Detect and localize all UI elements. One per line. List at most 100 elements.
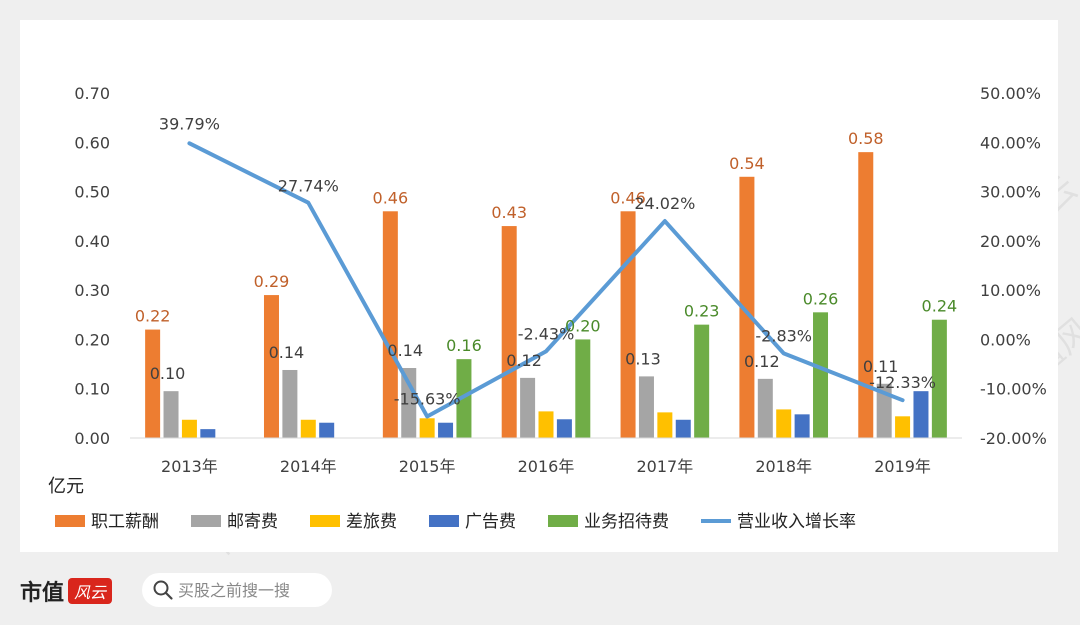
bar-2 [638,376,654,438]
legend-swatch [548,515,578,527]
y-tick-label: 0.20 [74,330,110,349]
bar-data-label: 0.16 [446,336,482,355]
legend-swatch [55,515,85,527]
y2-tick-label: -20.00% [980,429,1047,448]
bar-2 [401,368,417,438]
bar-4 [556,419,572,438]
y-tick-label: 0.70 [74,84,110,103]
y-tick-label: 0.30 [74,281,110,300]
bar-4 [675,419,691,438]
bar-1 [382,211,398,438]
bar-3 [419,418,435,438]
x-tick-label: 2014年 [280,457,337,476]
search-icon [153,580,173,600]
bar-5 [575,339,591,438]
line-data-label: 39.79% [159,114,220,133]
y2-tick-label: 20.00% [980,232,1041,251]
brand-text: 市值 [20,580,65,606]
bar-data-label: 0.29 [254,272,290,291]
bar-data-label: 0.23 [684,302,720,321]
bar-data-label: 0.43 [491,203,527,222]
bar-data-label: 0.20 [565,316,601,335]
bar-3 [300,419,316,438]
bar-1 [739,176,755,439]
bar-3 [538,411,554,438]
x-tick-label: 2013年 [161,457,218,476]
x-tick-label: 2019年 [874,457,931,476]
bar-1 [620,211,636,438]
data-labels: 0.22 0.29 0.46 0.43 0.46 0.54 0.58 0.10 0.14 0.14… [135,114,957,408]
search-box[interactable] [142,573,332,607]
bar-2 [520,377,536,438]
bar-5 [931,319,947,438]
footer: 市值 风云 [0,560,1080,620]
bar-2 [163,391,179,438]
legend-swatch [310,515,340,527]
legend-label: 业务招待费 [584,512,669,532]
bars [145,152,947,439]
legend-swatch [191,515,221,527]
chart: 0.22 0.29 0.46 0.43 0.46 0.54 0.58 0.10 0.14 0.14… [48,84,1047,532]
y2-tick-label: 50.00% [980,84,1041,103]
bar-5 [694,324,710,438]
line-data-label: -12.33% [869,373,936,392]
x-tick-label: 2018年 [755,457,812,476]
brand-logo[interactable]: 市值 风云 [20,576,113,606]
legend-label: 营业收入增长率 [737,512,856,532]
bar-4 [794,414,810,438]
bar-data-label: 0.54 [729,154,765,173]
bar-data-label: 0.12 [506,351,542,370]
bar-2 [876,383,892,438]
bar-data-label: 0.14 [387,341,423,360]
bar-data-label: 0.46 [610,188,646,207]
line-data-label: -15.63% [394,389,461,408]
legend: 职工薪酬 邮寄费 差旅费 广告费 业务招待费 营业收入增长率 [55,512,856,532]
y-tick-label: 0.60 [74,133,110,152]
axes: 0.00 0.10 0.20 0.30 0.40 0.50 0.60 0.70 -20.00% -… [48,84,1047,497]
bar-data-label: 0.46 [373,188,409,207]
line-data-label: 27.74% [278,177,339,196]
bar-1 [858,152,874,438]
bar-data-label: 0.14 [269,343,305,362]
bar-1 [263,295,279,438]
bar-3 [776,409,792,438]
x-tick-label: 2015年 [399,457,456,476]
y-tick-label: 0.10 [74,380,110,399]
legend-swatch [429,515,459,527]
growth-line [187,141,905,419]
bar-data-label: 0.10 [150,364,186,383]
y-tick-label: 0.00 [74,429,110,448]
bar-2 [282,369,298,438]
y2-tick-label: -10.00% [980,380,1047,399]
y2-tick-label: 30.00% [980,183,1041,202]
line-data-label: -2.43% [518,324,575,343]
bar-2 [757,378,773,438]
bar-data-label: 0.26 [803,289,839,308]
bar-data-label: 0.58 [848,129,884,148]
y2-tick-label: 40.00% [980,133,1041,152]
y-tick-label: 0.50 [74,183,110,202]
legend-label: 差旅费 [346,512,397,532]
bar-data-label: 0.22 [135,307,171,326]
bar-4 [438,422,454,438]
search-input[interactable] [178,580,328,600]
bar-3 [895,416,911,438]
bar-1 [501,226,517,438]
bar-4 [319,422,335,438]
y2-tick-label: 10.00% [980,281,1041,300]
bar-3 [657,412,673,438]
legend-label: 职工薪酬 [91,512,159,532]
bar-data-label: 0.24 [922,297,958,316]
bar-1 [145,329,161,438]
bar-data-label: 0.11 [863,357,899,376]
bar-4 [200,429,216,438]
y-tick-label: 0.40 [74,232,110,251]
bar-data-label: 0.13 [625,349,661,368]
line-data-label: -2.83% [755,326,812,345]
bar-3 [181,419,197,438]
x-tick-label: 2016年 [518,457,575,476]
y2-tick-label: 0.00% [980,330,1031,349]
legend-label: 广告费 [465,512,516,532]
brand-mark: 风云 [68,578,113,604]
bar-data-label: 0.12 [744,352,780,371]
